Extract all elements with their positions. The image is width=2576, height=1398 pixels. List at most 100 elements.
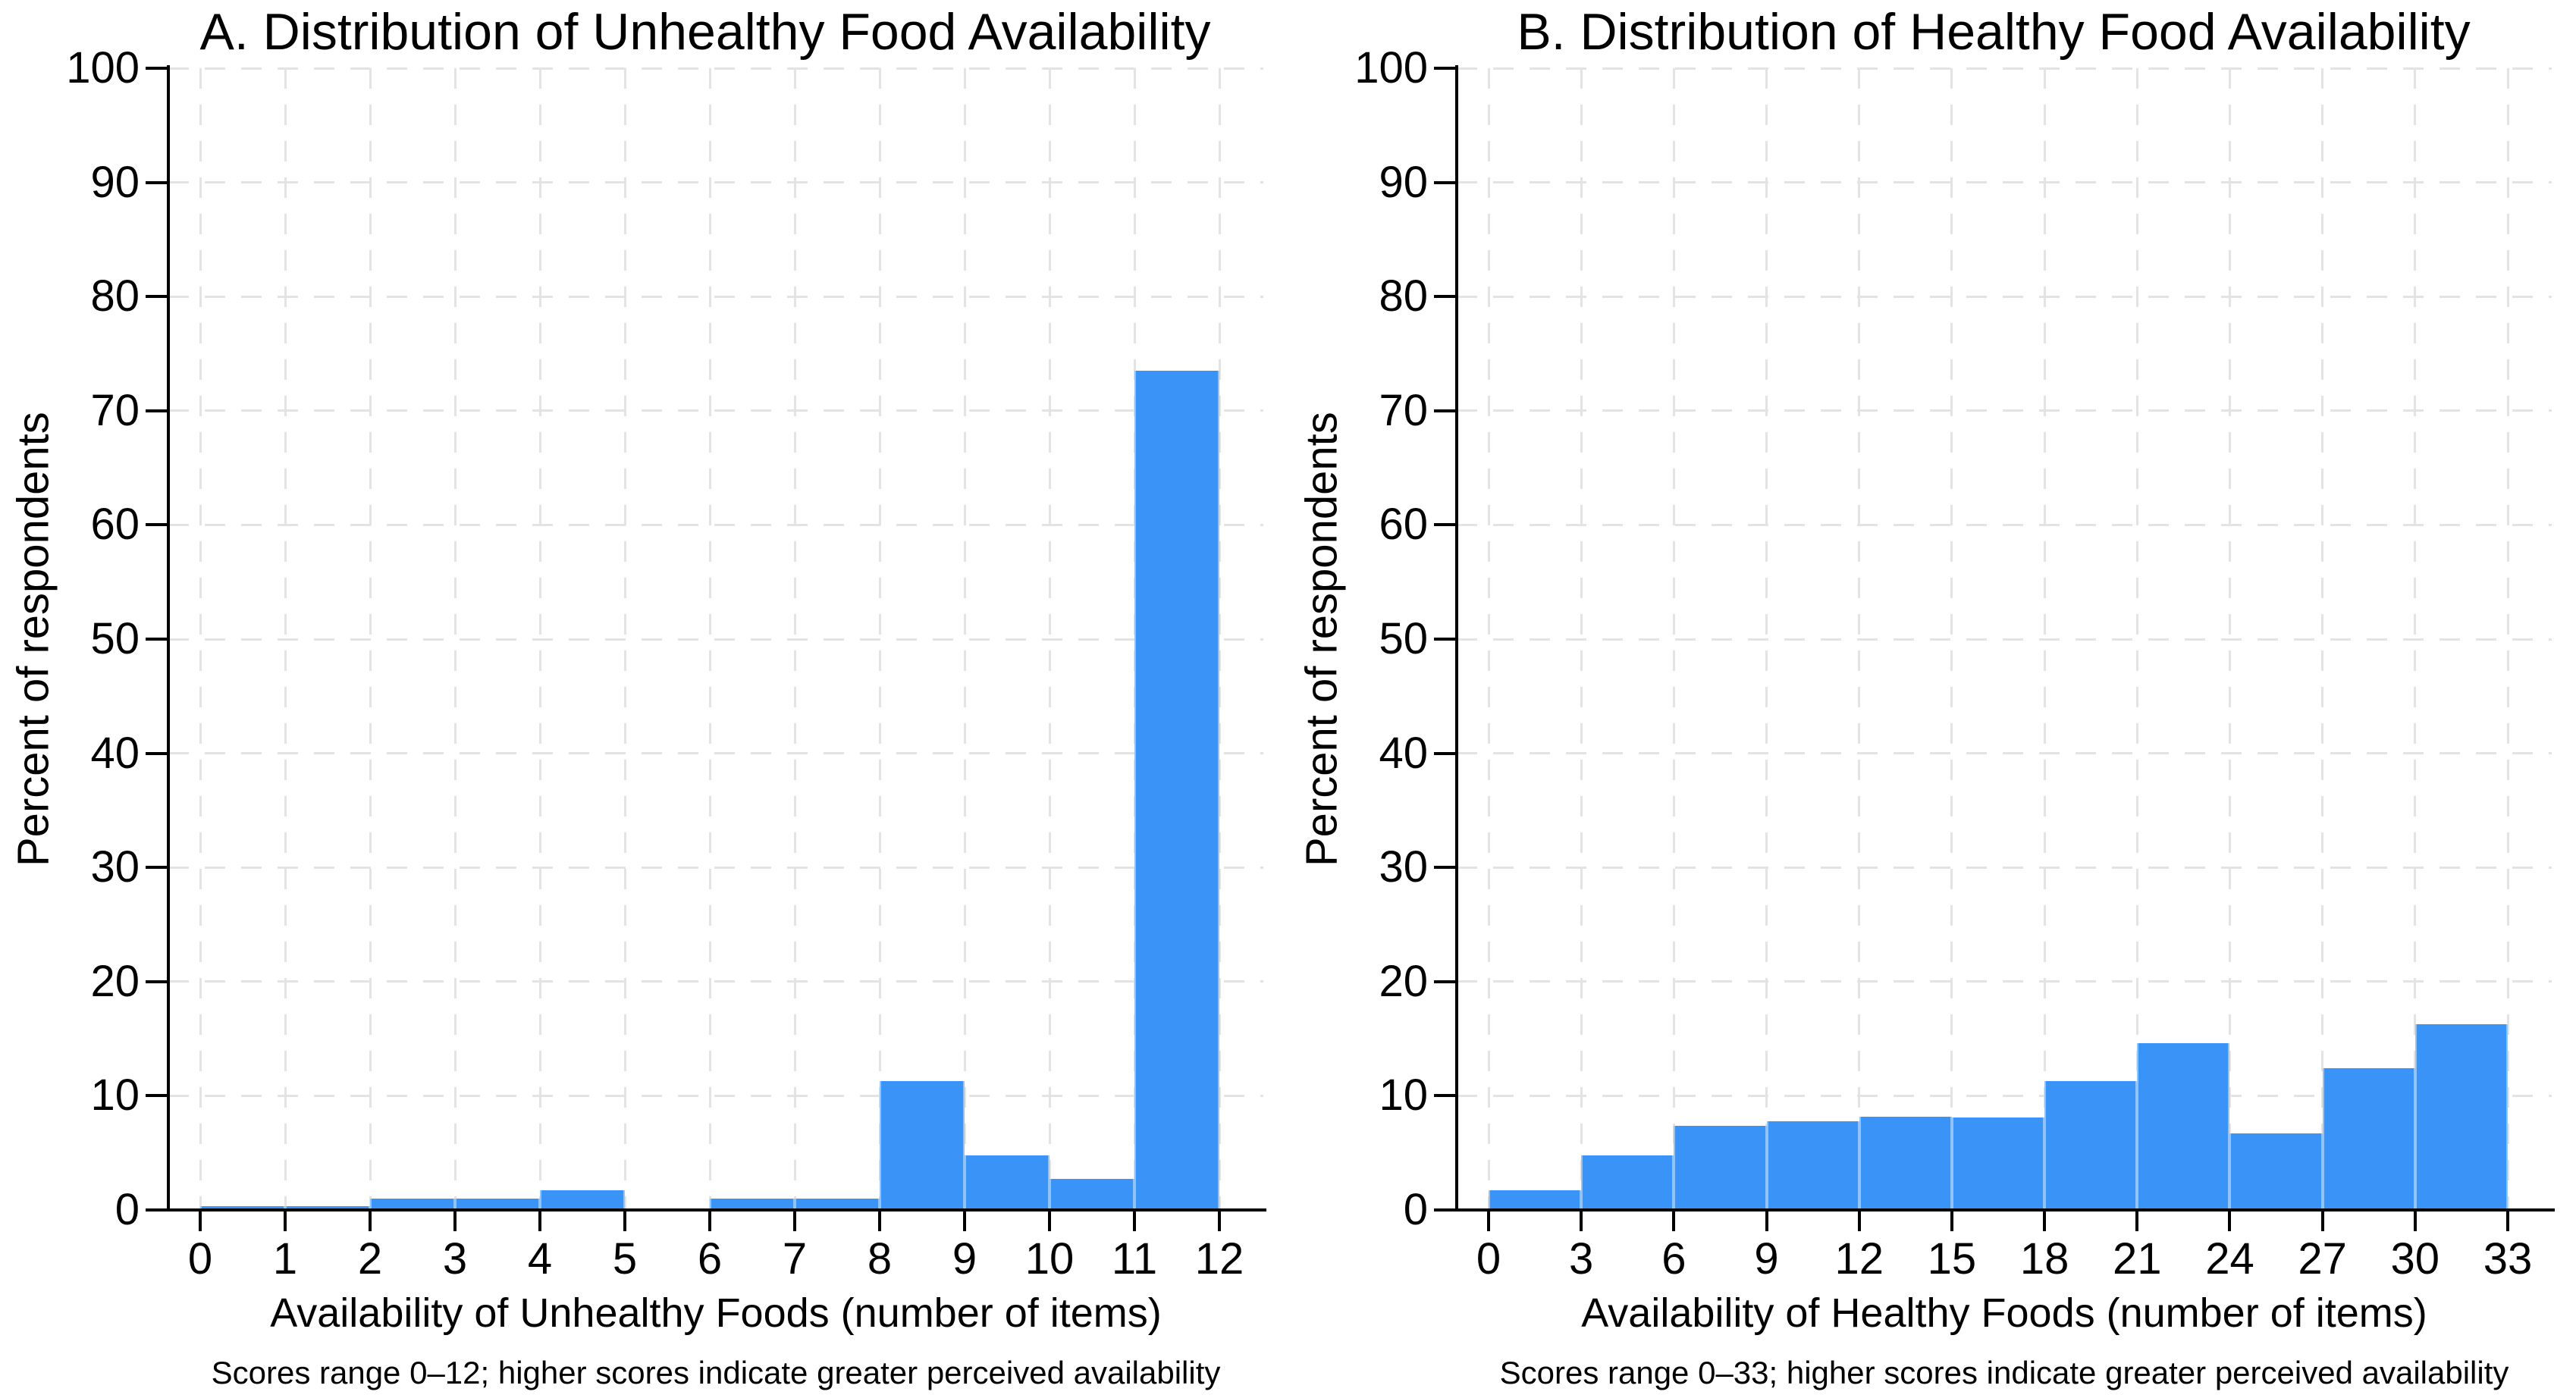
y-tick-label: 20 — [1379, 956, 1428, 1006]
x-tick-label: 9 — [952, 1234, 977, 1284]
x-tick-label: 10 — [1024, 1234, 1075, 1284]
x-tick-label: 18 — [2019, 1234, 2069, 1284]
y-gridline — [1457, 523, 2552, 526]
y-tick-mark — [1434, 638, 1455, 641]
y-gridline — [1457, 866, 2552, 869]
x-gridline — [1672, 68, 1675, 1210]
x-tick-mark — [538, 1211, 541, 1231]
x-tick-label: 8 — [867, 1234, 893, 1284]
x-tick-label: 6 — [1661, 1234, 1686, 1284]
x-tick-label: 24 — [2205, 1234, 2254, 1284]
y-tick-mark — [1434, 1208, 1455, 1211]
y-tick-label: 40 — [1379, 728, 1428, 778]
panel-b-footnote: Scores range 0–33; higher scores indicat… — [1499, 1355, 2509, 1390]
y-tick-mark — [1434, 67, 1455, 70]
y-tick-mark — [1434, 295, 1455, 299]
x-tick-label: 12 — [1194, 1234, 1244, 1284]
y-tick-label: 60 — [90, 500, 140, 550]
histogram-bar — [1581, 1155, 1674, 1210]
y-tick-mark — [1434, 866, 1455, 870]
y-tick-label: 90 — [1379, 157, 1428, 207]
x-tick-mark — [2135, 1211, 2139, 1231]
x-tick-label: 3 — [442, 1234, 468, 1284]
x-gridline — [2414, 68, 2417, 1210]
x-gridline — [1858, 68, 1861, 1210]
panel-a-footnote: Scores range 0–12; higher scores indicat… — [211, 1355, 1221, 1390]
x-gridline — [1765, 68, 1768, 1210]
y-tick-label: 80 — [90, 271, 140, 321]
x-tick-label: 7 — [782, 1234, 808, 1284]
y-gridline — [168, 638, 1263, 641]
x-tick-mark — [1580, 1211, 1583, 1231]
histogram-bar — [2137, 1043, 2230, 1210]
x-tick-mark — [2506, 1211, 2509, 1231]
histogram-bar — [540, 1190, 625, 1210]
x-gridline — [1487, 68, 1490, 1210]
y-gridline — [168, 181, 1263, 184]
x-gridline — [538, 68, 541, 1210]
y-gridline — [1457, 67, 2552, 70]
y-gridline — [168, 752, 1263, 755]
x-tick-label: 0 — [1476, 1234, 1501, 1284]
y-gridline — [168, 295, 1263, 298]
y-tick-mark — [1434, 523, 1455, 527]
y-gridline — [1457, 181, 2552, 184]
y-tick-mark — [146, 866, 167, 870]
y-gridline — [1457, 980, 2552, 983]
histogram-bar — [1134, 371, 1219, 1210]
x-gridline — [369, 68, 372, 1210]
y-tick-label: 10 — [90, 1070, 140, 1121]
x-tick-mark — [2320, 1211, 2324, 1231]
y-tick-mark — [146, 409, 167, 412]
y-tick-mark — [1434, 980, 1455, 983]
histogram-bar — [370, 1198, 455, 1210]
x-gridline — [2321, 68, 2324, 1210]
x-gridline — [963, 68, 966, 1210]
y-tick-mark — [146, 751, 167, 755]
y-tick-mark — [146, 523, 167, 527]
x-tick-mark — [2228, 1211, 2232, 1231]
y-tick-label: 50 — [90, 614, 140, 663]
y-gridline — [168, 1094, 1263, 1097]
y-tick-label: 60 — [1379, 500, 1428, 550]
x-gridline — [199, 68, 202, 1210]
y-tick-label: 10 — [1379, 1070, 1428, 1121]
histogram-bar — [455, 1198, 540, 1210]
y-gridline — [168, 523, 1263, 526]
x-tick-label: 6 — [697, 1234, 723, 1284]
histogram-bar — [2229, 1133, 2323, 1210]
y-gridline — [1457, 409, 2552, 412]
x-tick-mark — [793, 1211, 796, 1231]
panel-b: B. Distribution of Healthy Food Availabi… — [1288, 0, 2576, 1398]
panel-b-plot-area: 0 10 20 30 40 50 60 70 80 90 100 0 3 6 9 12 15 18 21 24 27 30… — [1354, 46, 2555, 1281]
y-axis-line — [167, 65, 170, 1211]
x-tick-mark — [2413, 1211, 2417, 1231]
x-axis-line — [1452, 1208, 2555, 1211]
x-gridline — [1580, 68, 1583, 1210]
histogram-bar — [2044, 1080, 2138, 1210]
x-tick-label: 33 — [2483, 1234, 2533, 1284]
x-tick-mark — [453, 1211, 457, 1231]
panel-a-x-axis-label: Availability of Unhealthy Foods (number … — [270, 1290, 1162, 1336]
panel-b-x-axis-label: Availability of Healthy Foods (number of… — [1581, 1290, 2427, 1336]
histogram-bar — [1766, 1121, 1859, 1210]
x-tick-label: 3 — [1569, 1234, 1594, 1284]
x-tick-mark — [1857, 1211, 1861, 1231]
x-tick-label: 30 — [2390, 1234, 2440, 1284]
histogram-bar — [1951, 1117, 2045, 1210]
x-tick-mark — [963, 1211, 966, 1231]
y-tick-mark — [1434, 409, 1455, 412]
x-tick-mark — [1133, 1211, 1136, 1231]
y-axis-line — [1455, 65, 1458, 1211]
x-tick-label: 12 — [1834, 1234, 1884, 1284]
y-tick-label: 90 — [90, 157, 140, 207]
x-tick-mark — [708, 1211, 711, 1231]
y-tick-mark — [1434, 1094, 1455, 1098]
y-gridline — [1457, 638, 2552, 641]
y-tick-label: 20 — [90, 956, 140, 1006]
y-tick-label: 100 — [1354, 43, 1428, 92]
x-tick-mark — [284, 1211, 287, 1231]
histogram-bar — [2414, 1023, 2508, 1210]
y-tick-mark — [146, 638, 167, 641]
